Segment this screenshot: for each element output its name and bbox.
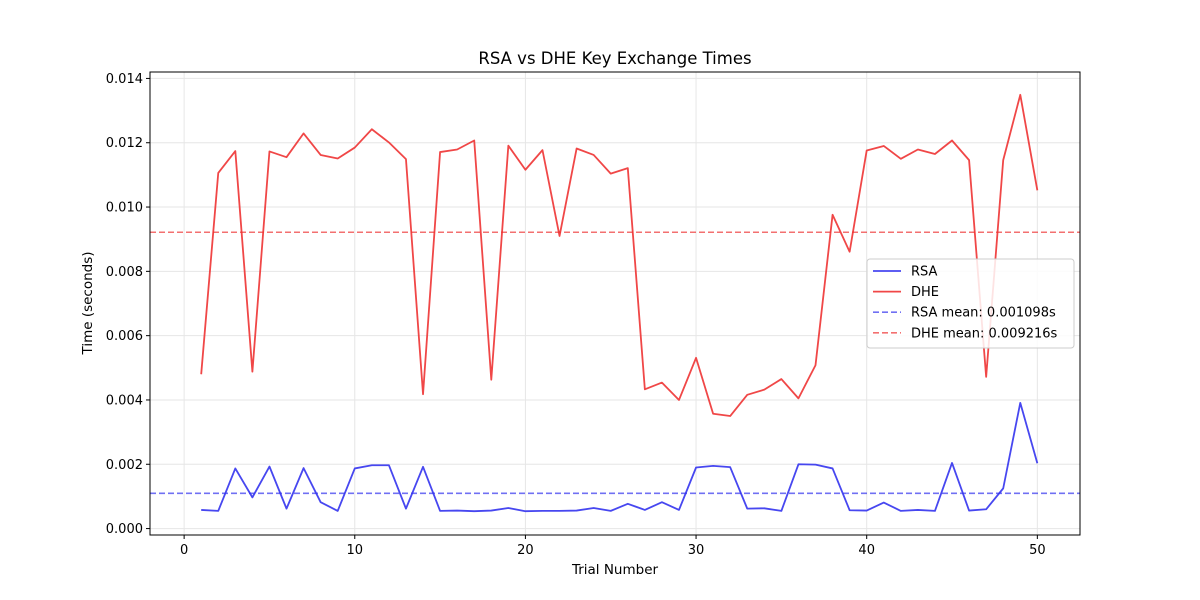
legend-box [866, 258, 1075, 349]
mean-reference-lines [150, 231, 1080, 495]
y-tick-label: 0.002 [106, 458, 143, 473]
series-line-dhe [200, 93, 1039, 417]
y-tick-label: 0.004 [106, 393, 143, 408]
y-axis-label: Time (seconds) [80, 251, 96, 355]
legend-label: DHE mean: 0.009216s [911, 326, 1058, 341]
y-tick-label: 0.010 [106, 201, 143, 216]
legend-label: RSA [911, 265, 938, 280]
y-tick-label: 0.000 [106, 522, 143, 537]
x-tick-label: 0 [180, 543, 188, 558]
y-axis-ticks: 0.000 0.002 0.004 0.006 0.008 0.010 0.012 0.014 [106, 72, 150, 537]
y-tick-label: 0.008 [106, 265, 143, 280]
x-tick-label: 50 [1029, 543, 1046, 558]
legend: RSA DHE RSA mean: 0.001098s DHE mean: 0.009… [866, 258, 1075, 349]
chart-title: RSA vs DHE Key Exchange Times [478, 49, 751, 68]
plot-area-frame [149, 71, 1081, 536]
x-tick-label: 30 [688, 543, 705, 558]
series-line-rsa [201, 401, 1039, 513]
x-tick-label: 10 [346, 543, 363, 558]
data-series [200, 93, 1039, 513]
x-tick-label: 40 [858, 543, 875, 558]
x-axis-ticks: 0 10 20 30 40 50 [180, 535, 1046, 558]
legend-label: RSA mean: 0.001098s [911, 306, 1056, 321]
legend-label: DHE [911, 285, 939, 300]
y-tick-label: 0.014 [106, 72, 143, 87]
x-tick-label: 20 [517, 543, 534, 558]
y-tick-label: 0.012 [106, 136, 143, 151]
y-tick-label: 0.006 [106, 329, 143, 344]
x-axis-label: Trial Number [571, 562, 659, 578]
